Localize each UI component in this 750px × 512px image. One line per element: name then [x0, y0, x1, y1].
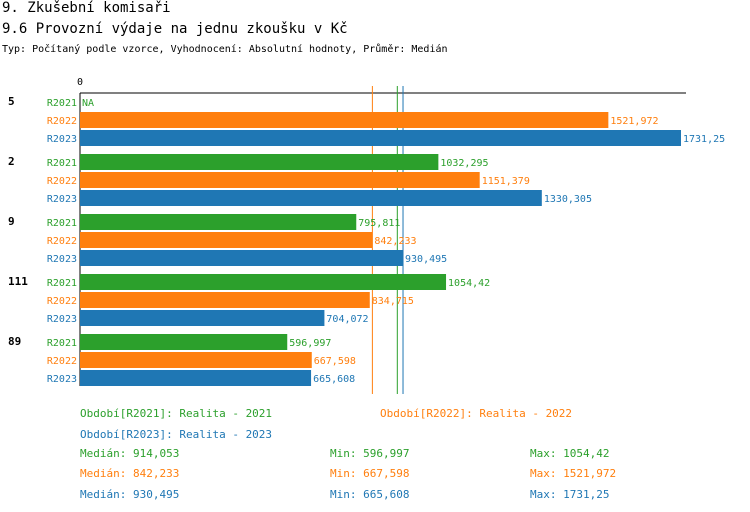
data-label: 1054,42 — [448, 278, 490, 289]
bar-r2023-111 — [80, 310, 325, 326]
data-label: 930,495 — [405, 254, 447, 265]
stat-max-r2023: Max: 1731,25 — [530, 488, 610, 501]
data-label: 1151,379 — [482, 176, 530, 187]
series-label: R2021 — [47, 338, 77, 349]
legend-r2022: Období[R2022]: Realita - 2022 — [380, 407, 573, 420]
legend-r2023: Období[R2023]: Realita - 2023 — [80, 428, 273, 441]
series-label: R2023 — [47, 374, 77, 385]
stat-min-r2021: Min: 596,997 — [330, 447, 410, 460]
data-label: 665,608 — [313, 374, 355, 385]
series-label: R2022 — [47, 176, 77, 187]
stat-min-r2022: Min: 667,598 — [330, 467, 410, 480]
series-label: R2022 — [47, 116, 77, 127]
series-label: R2022 — [47, 296, 77, 307]
bar-r2021-111 — [80, 274, 447, 290]
bar-r2022-5 — [80, 112, 609, 128]
category-label: 5 — [8, 95, 15, 108]
series-label: R2023 — [47, 194, 77, 205]
data-label: 1032,295 — [440, 158, 488, 169]
category-label: 89 — [8, 335, 21, 348]
bar-r2021-9 — [80, 214, 357, 230]
bar-r2023-2 — [80, 190, 542, 206]
stat-median-r2022: Medián: 842,233 — [80, 467, 180, 480]
data-label: NA — [82, 98, 94, 109]
category-label: 2 — [8, 155, 15, 168]
bar-r2021-2 — [80, 154, 439, 170]
series-label: R2022 — [47, 356, 77, 367]
stat-min-r2023: Min: 665,608 — [330, 488, 410, 501]
data-label: 1731,25 — [683, 134, 725, 145]
category-label: 111 — [8, 275, 28, 288]
bar-r2022-111 — [80, 292, 370, 308]
stat-median-r2021: Medián: 914,053 — [80, 447, 180, 460]
data-label: 795,811 — [358, 218, 400, 229]
bar-r2023-9 — [80, 250, 404, 266]
data-label: 842,233 — [374, 236, 416, 247]
series-label: R2023 — [47, 134, 77, 145]
data-label: 1330,305 — [544, 194, 592, 205]
series-label: R2021 — [47, 278, 77, 289]
chart-info: Typ: Počítaný podle vzorce, Vyhodnocení:… — [2, 44, 448, 55]
stat-median-r2023: Medián: 930,495 — [80, 488, 180, 501]
data-label: 667,598 — [314, 356, 356, 367]
data-label: 1521,972 — [610, 116, 658, 127]
data-label: 834,715 — [372, 296, 414, 307]
series-label: R2023 — [47, 254, 77, 265]
chart-title: 9.6 Provozní výdaje na jednu zkoušku v K… — [2, 21, 348, 37]
x-zero-tick-label: 0 — [77, 77, 83, 88]
series-label: R2022 — [47, 236, 77, 247]
data-label: 704,072 — [326, 314, 368, 325]
series-label: R2023 — [47, 314, 77, 325]
bar-r2023-89 — [80, 370, 312, 386]
bar-r2022-2 — [80, 172, 480, 188]
stat-max-r2022: Max: 1521,972 — [530, 467, 617, 480]
legend-r2021: Období[R2021]: Realita - 2021 — [80, 407, 273, 420]
bar-r2021-89 — [80, 334, 288, 350]
bar-r2022-9 — [80, 232, 373, 248]
category-label: 9 — [8, 215, 15, 228]
stat-max-r2021: Max: 1054,42 — [530, 447, 610, 460]
data-label: 596,997 — [289, 338, 331, 349]
bar-r2023-5 — [80, 130, 681, 146]
series-label: R2021 — [47, 98, 77, 109]
series-label: R2021 — [47, 158, 77, 169]
series-label: R2021 — [47, 218, 77, 229]
bar-r2022-89 — [80, 352, 312, 368]
page-title: 9. Zkušební komisaři — [2, 0, 171, 16]
